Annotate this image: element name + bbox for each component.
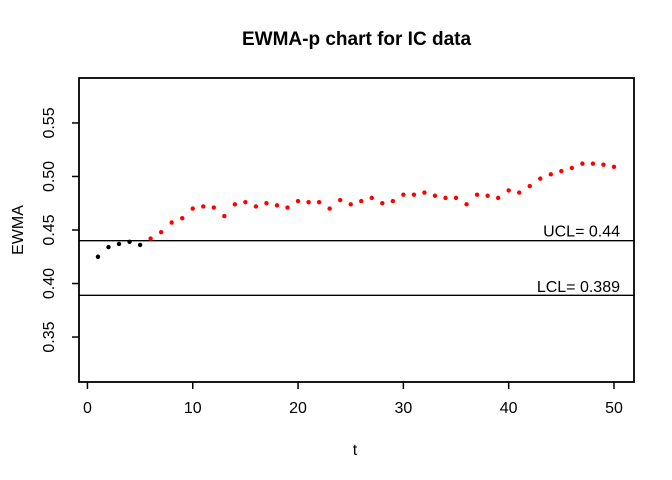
data-point [253, 204, 259, 209]
data-point [106, 244, 111, 250]
y-axis-tick-label: 0.50 [41, 161, 58, 192]
data-point [548, 172, 554, 177]
data-point [495, 195, 501, 201]
data-point [316, 199, 322, 205]
data-point [190, 206, 195, 211]
data-point [127, 239, 132, 244]
data-point [506, 188, 511, 193]
data-point [464, 202, 469, 207]
data-point [380, 201, 385, 206]
data-point [348, 202, 353, 207]
data-point [232, 202, 238, 207]
y-axis-tick-label: 0.55 [41, 107, 58, 138]
x-axis-title: t [353, 442, 358, 459]
data-point [580, 161, 585, 166]
data-point [169, 220, 174, 225]
data-point [474, 192, 480, 197]
plot-area: 0 10 20 30 40 50 0.35 0.40 0.45 0.50 0.55 [41, 77, 635, 417]
y-axis-tick-label: 0.40 [41, 268, 58, 299]
data-point [243, 199, 248, 205]
data-point [590, 161, 596, 166]
data-point [443, 195, 448, 201]
data-point [432, 193, 438, 198]
data-point [569, 165, 575, 171]
data-point [264, 201, 269, 206]
y-axis-tick-label: 0.45 [41, 214, 58, 245]
x-axis-tick-label: 50 [605, 400, 623, 417]
data-point [337, 197, 343, 203]
data-point [559, 168, 564, 174]
data-point [453, 195, 459, 201]
data-point [274, 203, 280, 208]
data-point [158, 229, 164, 235]
x-axis-tick-label: 40 [500, 400, 518, 417]
data-point [295, 198, 301, 204]
y-axis-title: EWMA [10, 205, 27, 255]
data-point [359, 198, 364, 204]
data-point [422, 190, 427, 195]
data-point [517, 190, 522, 195]
data-point [180, 216, 185, 221]
data-point [411, 192, 417, 197]
x-axis-tick-label: 10 [184, 400, 202, 417]
data-point [611, 164, 617, 170]
x-axis-tick-label: 20 [289, 400, 307, 417]
x-axis-tick-label: 30 [394, 400, 412, 417]
data-point [601, 162, 606, 167]
data-point [201, 204, 206, 209]
data-point [116, 241, 122, 247]
ucl-label: UCL= 0.44 [543, 224, 620, 241]
data-point [527, 183, 532, 189]
x-axis-tick-label: 0 [83, 400, 92, 417]
data-point [390, 198, 396, 204]
chart-title: EWMA-p chart for IC data [242, 29, 471, 50]
data-point [369, 195, 374, 201]
data-point [137, 242, 143, 248]
data-point [485, 193, 490, 198]
data-point [95, 254, 101, 259]
data-point [222, 213, 227, 219]
data-point [306, 199, 311, 205]
data-point [285, 205, 290, 210]
data-point [148, 236, 153, 241]
y-axis-tick-label: 0.35 [41, 321, 58, 352]
data-point [538, 176, 543, 181]
data-point [211, 205, 217, 210]
data-point [327, 206, 332, 211]
data-point [401, 192, 406, 197]
lcl-label: LCL= 0.389 [537, 279, 620, 296]
